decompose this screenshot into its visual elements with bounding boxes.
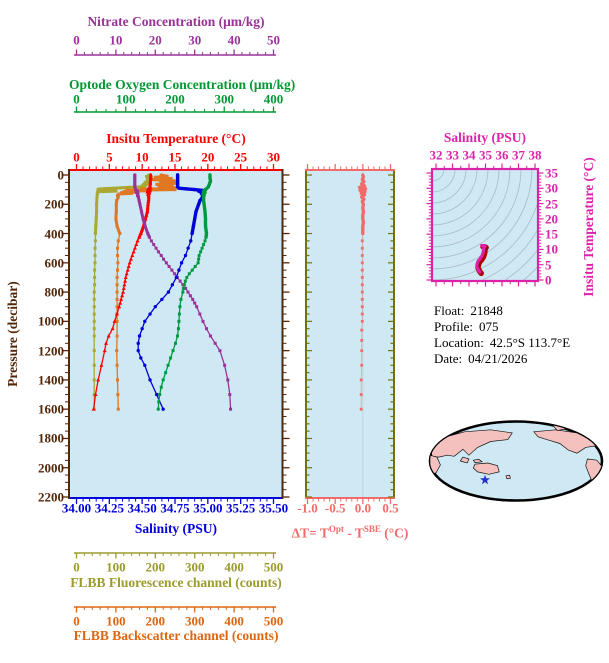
- nitrate-scale-bar: [74, 49, 276, 56]
- delta-t-panel: [305, 164, 395, 504]
- fluorescence-axis-title: FLBB Fluorescence channel (counts): [70, 575, 282, 590]
- delta-t-title-part: (°C): [380, 525, 409, 541]
- delta-t-axis-title: ΔT= TOpt - TSBE (°C): [280, 521, 420, 542]
- series-temperature: [91, 172, 153, 411]
- date-value: 04/21/2026: [468, 351, 528, 366]
- oxygen-scale-bar: [74, 106, 276, 113]
- main-profile-plot: [62, 164, 290, 504]
- nitrate-axis-title: Nitrate Concentration (μm/kg): [87, 14, 265, 29]
- delta-t-title-part: - T: [343, 525, 364, 541]
- float-id-value: 21848: [470, 303, 503, 318]
- ts-diagram: [426, 163, 544, 287]
- salinity-axis-title: Salinity (PSU): [134, 521, 218, 536]
- series-oxygen: [156, 173, 213, 411]
- location-label: Location:: [434, 335, 484, 350]
- date-line: Date: 04/21/2026: [434, 351, 570, 367]
- series-salinity: [136, 173, 206, 411]
- location-value: 42.5°S 113.7°E: [489, 335, 571, 350]
- ts-temperature-axis-title: Insitu Temperature (°C): [581, 157, 596, 297]
- date-label: Date:: [434, 351, 463, 366]
- backscatter-scale-bar: [74, 606, 276, 613]
- temperature-axis-title: Insitu Temperature (°C): [106, 131, 246, 146]
- world-map: [428, 420, 604, 502]
- oxygen-axis-title: Optode Oxygen Concentration (μm/kg): [69, 77, 296, 92]
- backscatter-axis-title: FLBB Backscatter channel (counts): [73, 628, 279, 643]
- delta-t-title-part: ΔT= T: [291, 525, 329, 541]
- float-metadata-block: Float: 21848 Profile: 075 Location: 42.5°S …: [434, 303, 570, 367]
- float-id-line: Float: 21848: [434, 303, 570, 319]
- map-landmasses: [430, 424, 602, 484]
- series-nitrate: [133, 173, 233, 411]
- pressure-axis-title: Pressure (decibar): [5, 281, 20, 387]
- float-id-label: Float:: [434, 303, 465, 318]
- fluorescence-scale-bar: [74, 552, 276, 559]
- delta-t-title-sup-sbe: SBE: [363, 524, 381, 534]
- delta-t-title-sup-opt: Opt: [328, 524, 344, 534]
- ts-salinity-axis-title: Salinity (PSU): [443, 130, 527, 145]
- profile-number-label: Profile:: [434, 319, 473, 334]
- profile-number-value: 075: [479, 319, 499, 334]
- location-line: Location: 42.5°S 113.7°E: [434, 335, 570, 351]
- float-location-star: [480, 474, 490, 485]
- profile-number-line: Profile: 075: [434, 319, 570, 335]
